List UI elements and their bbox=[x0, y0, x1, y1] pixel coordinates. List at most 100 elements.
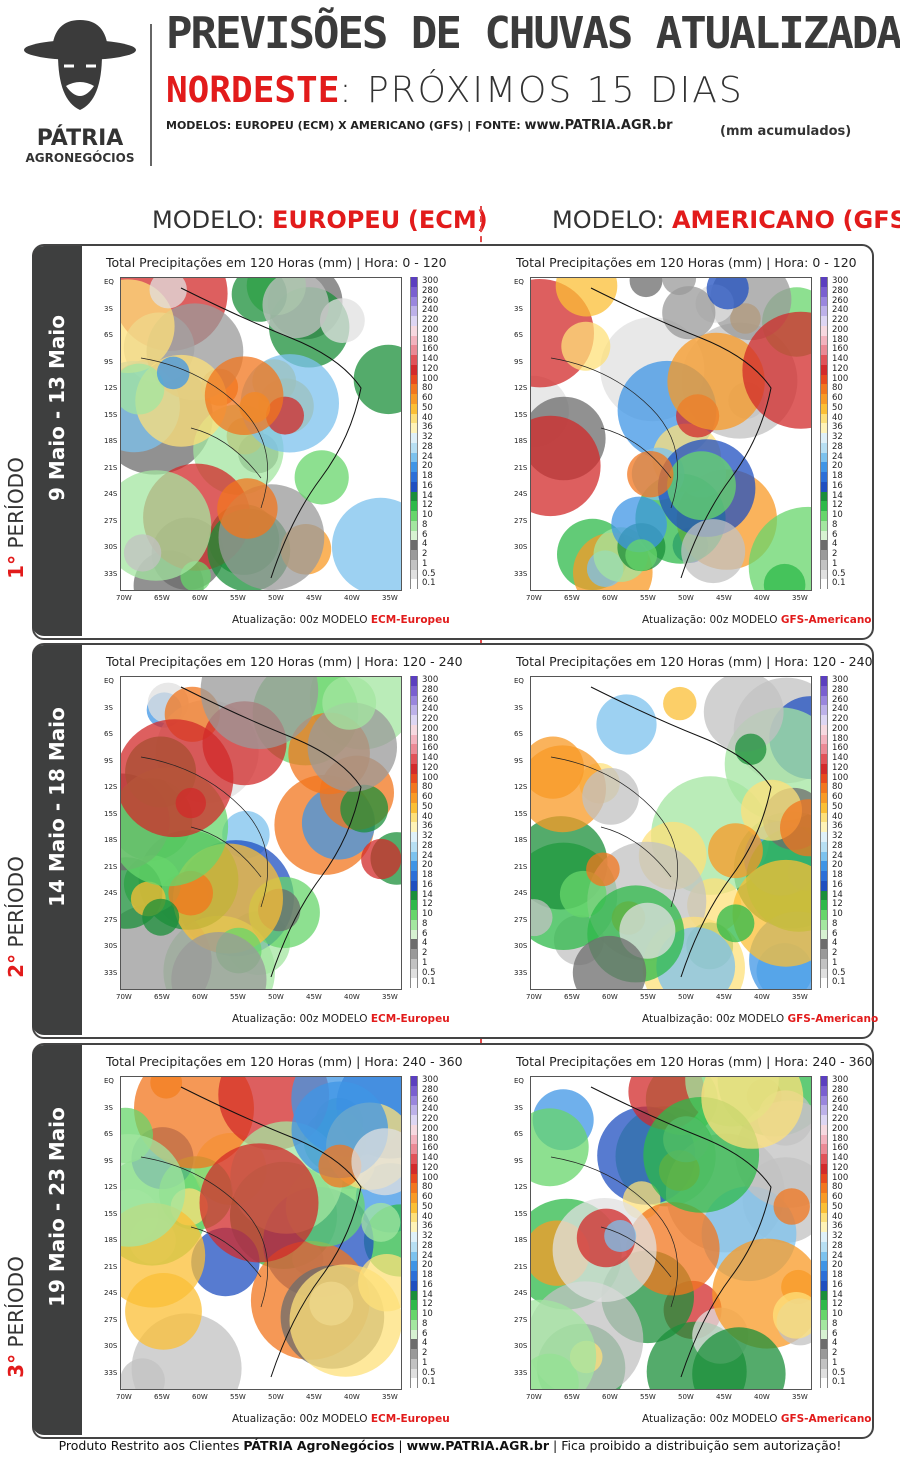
colorbar-swatch bbox=[410, 277, 418, 287]
colorbar-level: 12 bbox=[422, 500, 433, 511]
page-subtitle: NORDESTE: PRÓXIMOS 15 DIAS bbox=[166, 70, 744, 111]
lat-tick-label: 15S bbox=[514, 1209, 528, 1218]
colorbar-swatch bbox=[820, 841, 828, 852]
colorbar-swatch bbox=[410, 1076, 418, 1086]
colorbar-swatch bbox=[820, 1349, 828, 1359]
patria-logo: PÁTRIA AGRONEGÓCIOS bbox=[20, 10, 140, 170]
colorbar-level: 280 bbox=[832, 285, 849, 296]
lon-tick-label: 40W bbox=[754, 594, 770, 602]
colorbar-level: 1 bbox=[832, 1357, 838, 1368]
lon-tick-label: 40W bbox=[344, 1393, 360, 1401]
colorbar-swatch bbox=[410, 1173, 418, 1184]
ecm-panel-title: Total Precipitações em 120 Horas (mm) | … bbox=[106, 1054, 463, 1069]
colorbar-level: 240 bbox=[832, 305, 849, 316]
colorbar-swatch bbox=[410, 1183, 418, 1193]
lat-tick-label: 27S bbox=[104, 516, 118, 525]
colorbar-level: 1 bbox=[422, 1357, 428, 1368]
colorbar-level: 180 bbox=[832, 733, 849, 744]
colorbar-swatch bbox=[820, 1310, 828, 1320]
colorbar-swatch bbox=[820, 569, 828, 580]
colorbar-level: 160 bbox=[422, 344, 439, 355]
colorbar-level: 0.5 bbox=[422, 1367, 436, 1378]
colorbar-level: 200 bbox=[832, 324, 849, 335]
colorbar-level: 36 bbox=[832, 422, 843, 433]
colorbar-swatch bbox=[410, 754, 418, 764]
colorbar-level: 120 bbox=[832, 1162, 849, 1173]
colorbar-level: 14 bbox=[832, 490, 843, 501]
colorbar-swatch bbox=[820, 403, 828, 414]
lon-tick-label: 35W bbox=[382, 594, 398, 602]
colorbar-level: 100 bbox=[832, 772, 849, 783]
colorbar-swatch bbox=[820, 890, 828, 901]
lat-tick-label: 33S bbox=[104, 968, 118, 977]
colorbar-level: 10 bbox=[832, 1309, 843, 1319]
lat-tick-label: 27S bbox=[514, 516, 528, 525]
colorbar-swatch bbox=[410, 306, 418, 316]
colorbar-swatch bbox=[820, 1173, 828, 1184]
lat-tick-label: 3S bbox=[104, 304, 113, 313]
colorbar-level: 280 bbox=[832, 1084, 849, 1095]
colorbar-level: 20 bbox=[422, 860, 433, 871]
lat-tick-label: 3S bbox=[514, 1103, 523, 1112]
lat-tick-label: 12S bbox=[104, 1183, 118, 1191]
colorbar-swatch bbox=[820, 1183, 828, 1193]
period-number: 2° PERÍODO bbox=[4, 856, 28, 978]
colorbar-level: 140 bbox=[422, 354, 439, 364]
colorbar-level: 24 bbox=[832, 451, 843, 462]
colorbar-swatch bbox=[410, 1358, 418, 1369]
ecm-panel-title: Total Precipitações em 120 Horas (mm) | … bbox=[106, 654, 463, 669]
lon-tick-label: 65W bbox=[154, 594, 170, 602]
colorbar-level: 220 bbox=[422, 315, 439, 325]
colorbar-level: 50 bbox=[422, 801, 433, 812]
colorbar-level: 180 bbox=[422, 334, 439, 345]
lon-tick-label: 65W bbox=[564, 1393, 580, 1401]
colorbar-level: 260 bbox=[422, 1094, 439, 1105]
lat-tick-label: 33S bbox=[514, 569, 528, 578]
lat-tick-label: 18S bbox=[104, 836, 118, 844]
colorbar-swatch bbox=[820, 1144, 828, 1154]
period-number: 3° PERÍODO bbox=[4, 1256, 28, 1378]
colorbar-swatch bbox=[410, 939, 418, 949]
colorbar-level: 32 bbox=[422, 432, 433, 442]
colorbar-swatch bbox=[820, 958, 828, 969]
colorbar-level: 120 bbox=[832, 762, 849, 773]
lat-tick-label: 12S bbox=[104, 783, 118, 791]
models-text: MODELOS: EUROPEU (ECM) X AMERICANO (GFS)… bbox=[166, 119, 521, 132]
lon-tick-label: 55W bbox=[640, 1393, 656, 1401]
colorbar-level: 14 bbox=[422, 889, 433, 900]
gfs-update-note: Atualização: 00z MODELO GFS-Americano bbox=[642, 614, 872, 626]
colorbar-swatch bbox=[410, 433, 418, 443]
colorbar-swatch bbox=[410, 1241, 418, 1252]
lon-tick-label: 70W bbox=[526, 1393, 542, 1401]
colorbar-level: 160 bbox=[422, 1143, 439, 1154]
colorbar-swatch bbox=[410, 355, 418, 365]
lat-tick-label: 24S bbox=[514, 490, 528, 498]
lon-tick-label: 35W bbox=[382, 1393, 398, 1401]
colorbar-level: 14 bbox=[832, 889, 843, 900]
lon-tick-label: 35W bbox=[382, 993, 398, 1001]
colorbar-level: 24 bbox=[422, 850, 433, 861]
colorbar-level: 220 bbox=[832, 315, 849, 325]
colorbar bbox=[410, 277, 418, 589]
colorbar-level: 220 bbox=[832, 714, 849, 724]
colorbar-level: 4 bbox=[832, 1338, 838, 1349]
lat-tick-label: 12S bbox=[514, 783, 528, 791]
colorbar-level: 28 bbox=[832, 441, 843, 452]
lon-tick-label: 50W bbox=[268, 594, 284, 602]
ecm-precip-map bbox=[120, 277, 402, 591]
lat-tick-label: 15S bbox=[104, 410, 118, 419]
colorbar-swatch bbox=[410, 949, 418, 959]
lat-tick-label: 24S bbox=[514, 1289, 528, 1297]
colorbar-level: 40 bbox=[422, 1211, 433, 1222]
colorbar-swatch bbox=[410, 851, 418, 862]
colorbar-level: 0.1 bbox=[832, 578, 846, 589]
colorbar-swatch bbox=[820, 1105, 828, 1115]
colorbar-swatch bbox=[410, 685, 418, 696]
colorbar-level: 60 bbox=[422, 1192, 433, 1202]
colorbar-swatch bbox=[820, 1368, 828, 1379]
gfs-precip-map bbox=[530, 277, 812, 591]
logo-sub: AGRONEGÓCIOS bbox=[25, 151, 135, 165]
colorbar-level: 12 bbox=[832, 899, 843, 910]
colorbar-level: 280 bbox=[422, 285, 439, 296]
colorbar-swatch bbox=[820, 355, 828, 365]
